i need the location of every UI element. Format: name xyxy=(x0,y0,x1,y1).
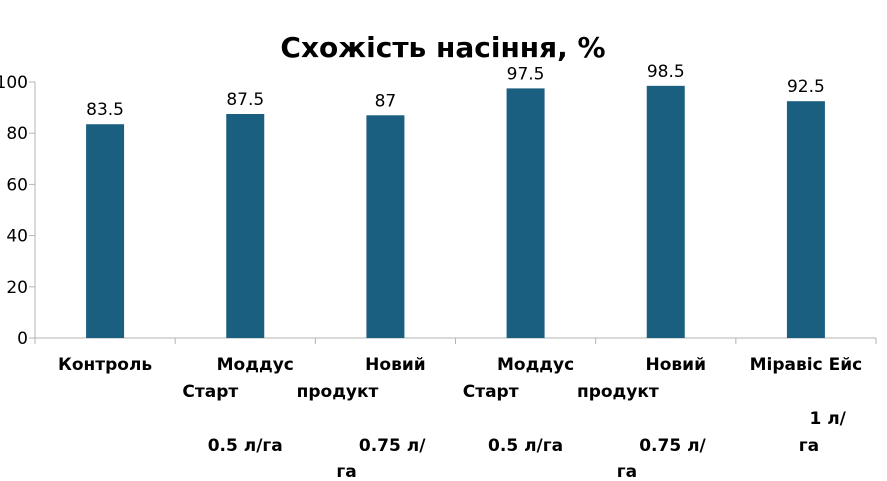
category-label: Моддус xyxy=(497,355,574,375)
category-label: Старт xyxy=(182,382,238,402)
category-dose-label: 0.5 л/га xyxy=(488,436,563,456)
data-label: 87 xyxy=(375,91,397,111)
bar xyxy=(786,101,825,338)
data-label: 83.5 xyxy=(86,100,124,120)
axes: 0 20 40 60 80 100 xyxy=(0,73,877,349)
category-label: Контроль xyxy=(58,355,152,375)
category-dose-label: га xyxy=(617,462,637,481)
data-label: 98.5 xyxy=(647,62,685,82)
bar xyxy=(366,115,405,338)
category-label: продукт xyxy=(577,382,659,402)
data-labels: 83.5 87.5 87 97.5 98.5 92.5 xyxy=(86,62,825,120)
bar xyxy=(226,114,265,338)
bars xyxy=(86,85,825,339)
category-label: Моддус xyxy=(217,355,294,375)
y-tick-label: 40 xyxy=(6,227,28,247)
y-tick-label: 100 xyxy=(0,73,28,93)
category-dose-label: га xyxy=(336,462,356,481)
category-dose-label: 0.75 л/ xyxy=(359,436,426,456)
category-label: Старт xyxy=(463,382,519,402)
y-tick-label: 0 xyxy=(17,329,28,349)
category-dose-label: 0.5 л/га xyxy=(208,436,283,456)
bar xyxy=(506,88,545,339)
category-label: продукт xyxy=(297,382,379,402)
category-dose-label: 1 л/ xyxy=(809,409,846,429)
chart-title: Схожість насіння, % xyxy=(280,31,605,64)
y-tick-label: 80 xyxy=(6,124,28,144)
category-label: Новий xyxy=(365,355,426,375)
category-dose-label: 0.75 л/ xyxy=(639,436,706,456)
bar xyxy=(86,124,125,339)
category-labels: Контроль Моддус Старт 0.5 л/га Новий продукт 0… xyxy=(58,355,862,481)
y-tick-label: 60 xyxy=(6,175,28,195)
data-label: 92.5 xyxy=(787,77,825,97)
category-label: Міравіс Ейс xyxy=(750,355,863,375)
y-tick-label: 20 xyxy=(6,278,28,298)
data-label: 87.5 xyxy=(226,90,264,110)
category-label: Новий xyxy=(646,355,707,375)
bar xyxy=(646,85,685,338)
data-label: 97.5 xyxy=(507,64,545,84)
category-dose-label: га xyxy=(799,436,819,456)
